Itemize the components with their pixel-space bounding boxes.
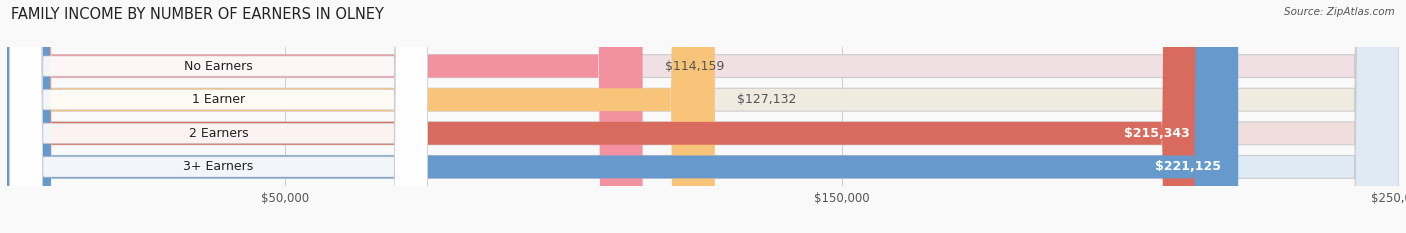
Text: $114,159: $114,159 (665, 60, 724, 73)
FancyBboxPatch shape (7, 0, 1399, 233)
FancyBboxPatch shape (7, 0, 714, 233)
Text: $127,132: $127,132 (737, 93, 797, 106)
Text: No Earners: No Earners (184, 60, 253, 73)
FancyBboxPatch shape (7, 0, 643, 233)
FancyBboxPatch shape (7, 0, 1399, 233)
Text: $215,343: $215,343 (1123, 127, 1189, 140)
Text: 2 Earners: 2 Earners (188, 127, 249, 140)
Text: $221,125: $221,125 (1156, 160, 1222, 173)
FancyBboxPatch shape (10, 0, 427, 233)
Text: 3+ Earners: 3+ Earners (183, 160, 253, 173)
FancyBboxPatch shape (7, 0, 1399, 233)
FancyBboxPatch shape (7, 0, 1239, 233)
Text: FAMILY INCOME BY NUMBER OF EARNERS IN OLNEY: FAMILY INCOME BY NUMBER OF EARNERS IN OL… (11, 7, 384, 22)
FancyBboxPatch shape (10, 0, 427, 233)
FancyBboxPatch shape (10, 0, 427, 233)
Text: 1 Earner: 1 Earner (193, 93, 245, 106)
Text: Source: ZipAtlas.com: Source: ZipAtlas.com (1284, 7, 1395, 17)
FancyBboxPatch shape (7, 0, 1399, 233)
FancyBboxPatch shape (7, 0, 1206, 233)
FancyBboxPatch shape (10, 0, 427, 233)
